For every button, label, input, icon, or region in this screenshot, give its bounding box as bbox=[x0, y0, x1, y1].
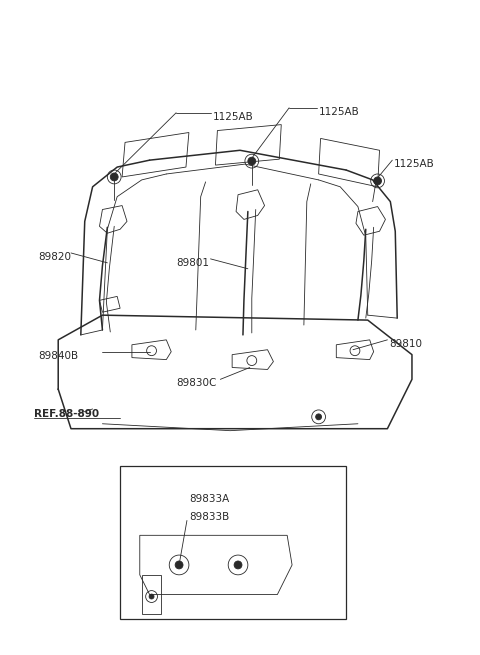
Text: 89830C: 89830C bbox=[176, 379, 216, 388]
Text: 89833A: 89833A bbox=[189, 494, 229, 504]
Circle shape bbox=[149, 594, 154, 599]
Circle shape bbox=[248, 157, 256, 165]
Text: 1125AB: 1125AB bbox=[394, 159, 435, 169]
Text: 89833B: 89833B bbox=[189, 512, 229, 521]
Text: 89801: 89801 bbox=[176, 258, 209, 268]
Text: 89840B: 89840B bbox=[38, 350, 79, 361]
Circle shape bbox=[316, 414, 322, 420]
Circle shape bbox=[234, 561, 242, 569]
Text: 89820: 89820 bbox=[38, 252, 72, 262]
Circle shape bbox=[110, 173, 118, 181]
Text: 1125AB: 1125AB bbox=[319, 107, 360, 117]
Circle shape bbox=[175, 561, 183, 569]
Circle shape bbox=[373, 177, 382, 185]
Bar bbox=[120, 466, 346, 619]
Text: 89810: 89810 bbox=[389, 339, 422, 349]
Text: 1125AB: 1125AB bbox=[213, 112, 253, 122]
Text: REF.88-890: REF.88-890 bbox=[34, 409, 99, 419]
